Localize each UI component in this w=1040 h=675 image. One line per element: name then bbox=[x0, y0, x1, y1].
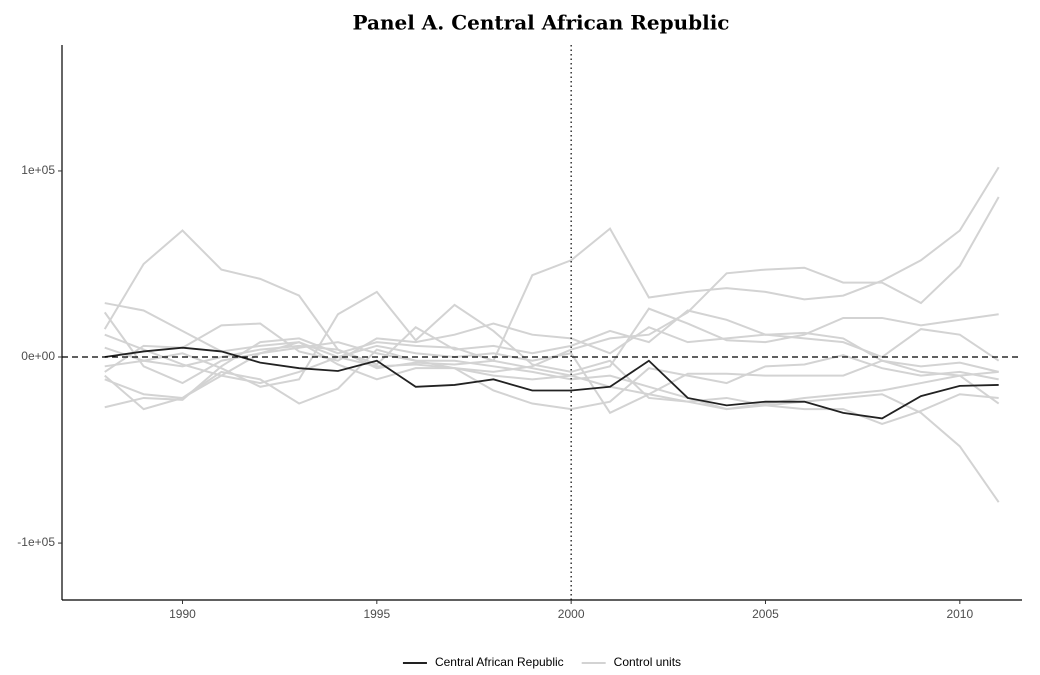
control-line bbox=[104, 348, 1000, 503]
control-line bbox=[103, 229, 999, 411]
control-line bbox=[104, 302, 999, 381]
control-line bbox=[104, 333, 999, 411]
x-tick-label: 1990 bbox=[169, 607, 196, 621]
series-line bbox=[104, 346, 999, 420]
control-line bbox=[104, 290, 999, 426]
x-tick-label: 2010 bbox=[946, 607, 973, 621]
legend-label: Central African Republic bbox=[435, 655, 564, 669]
x-tick-label: 1995 bbox=[363, 607, 390, 621]
x-tick-label: 2005 bbox=[752, 607, 779, 621]
x-tick-label: 2000 bbox=[558, 607, 585, 621]
control-line bbox=[104, 322, 1000, 373]
y-tick-label: 1e+05 bbox=[21, 163, 55, 177]
y-tick-label: -1e+05 bbox=[17, 535, 55, 549]
y-tick-label: 0e+00 bbox=[21, 349, 55, 363]
control-line bbox=[104, 309, 1000, 405]
chart-title: Panel A. Central African Republic bbox=[353, 11, 730, 35]
legend-label: Control units bbox=[614, 655, 681, 669]
